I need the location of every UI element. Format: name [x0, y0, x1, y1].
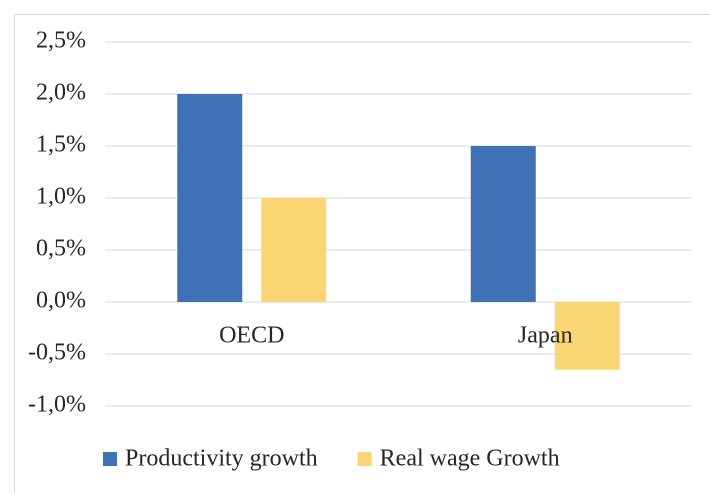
y-tick-label: 1,0%	[36, 184, 86, 210]
legend-swatch	[103, 452, 117, 466]
bar	[261, 198, 327, 302]
y-tick-label: 2,5%	[36, 28, 86, 54]
y-tick-label: 0,5%	[36, 236, 86, 262]
x-tick-label: Japan	[518, 323, 573, 349]
bar	[554, 302, 620, 370]
chart-frame	[14, 14, 710, 493]
bar	[470, 146, 536, 302]
y-tick-label: -1,0%	[28, 392, 86, 418]
y-tick-label: 1,5%	[36, 132, 86, 158]
y-tick-label: 0,0%	[36, 288, 86, 314]
legend-label: Real wage Growth	[380, 446, 560, 472]
y-tick-label: 2,0%	[36, 80, 86, 106]
legend-label: Productivity growth	[125, 446, 318, 472]
bar	[177, 94, 243, 302]
legend-swatch	[357, 452, 372, 466]
y-tick-label: -0,5%	[28, 340, 86, 366]
x-tick-label: OECD	[219, 323, 284, 349]
